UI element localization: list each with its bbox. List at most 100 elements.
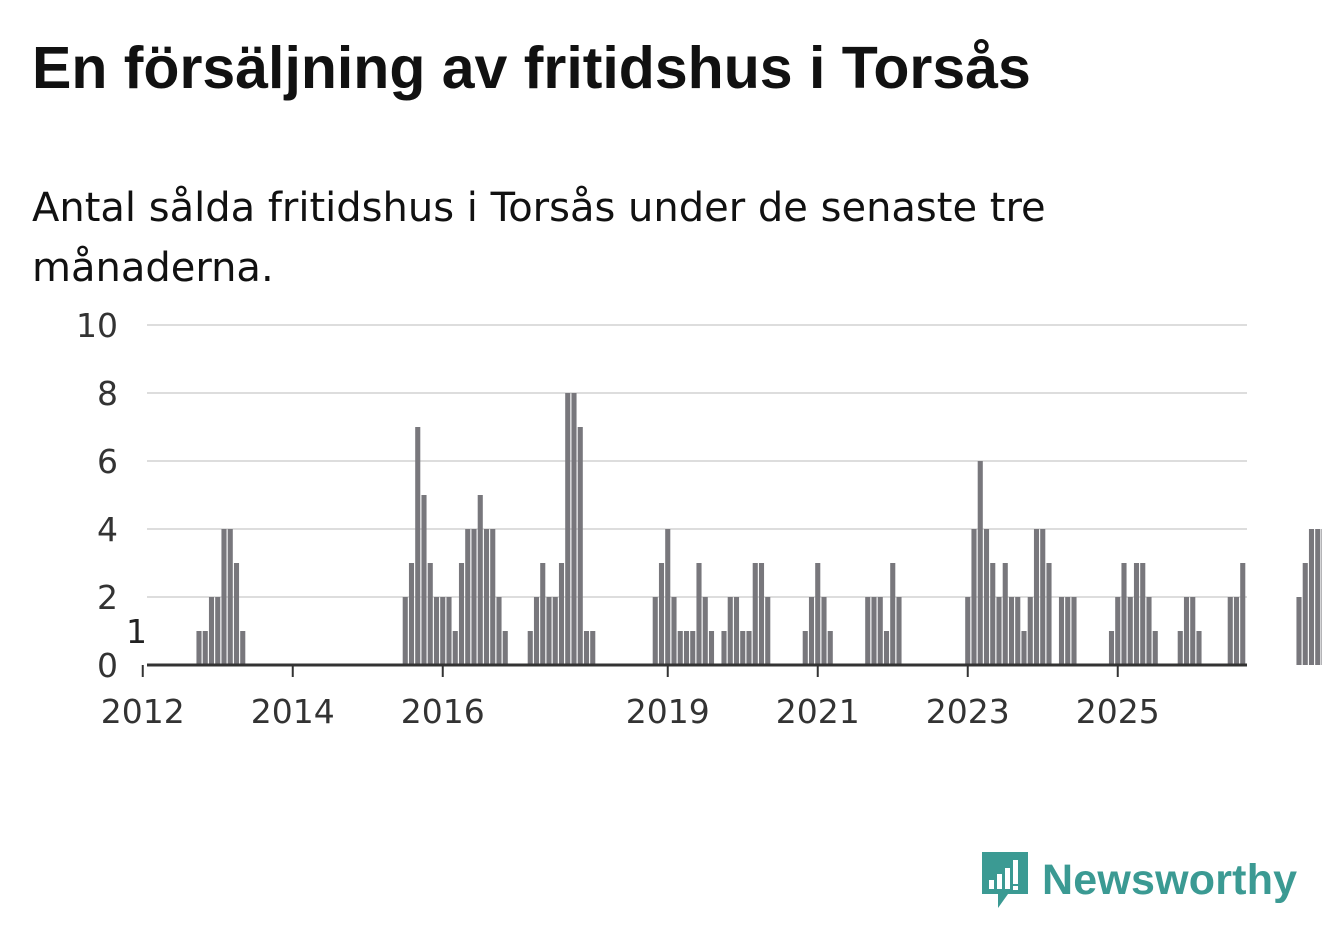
bar bbox=[1227, 597, 1233, 665]
bar bbox=[733, 597, 740, 665]
bar bbox=[1002, 563, 1008, 665]
bar bbox=[965, 597, 971, 665]
bar bbox=[990, 563, 996, 665]
bar bbox=[890, 563, 896, 665]
bar bbox=[1121, 563, 1127, 665]
bar bbox=[502, 631, 508, 665]
bar bbox=[677, 631, 683, 665]
bar-chart: 0 2 4 6 8 10 1 2012 2014 2016 2019 2021 2023 2025 bbox=[76, 306, 1322, 731]
bar bbox=[221, 529, 227, 665]
bar bbox=[671, 597, 677, 665]
bar bbox=[1071, 597, 1077, 665]
bar bbox=[690, 631, 696, 665]
bar bbox=[683, 631, 690, 665]
bar bbox=[490, 529, 496, 665]
y-tick-label: 8 bbox=[97, 374, 118, 413]
bar bbox=[802, 631, 808, 665]
y-tick-label: 2 bbox=[97, 578, 118, 617]
bar bbox=[1046, 563, 1052, 665]
bar bbox=[696, 563, 702, 665]
bar bbox=[233, 563, 240, 665]
bar bbox=[1115, 597, 1121, 665]
bar bbox=[665, 529, 671, 665]
x-tick-label: 2019 bbox=[626, 692, 710, 731]
bar bbox=[446, 597, 452, 665]
bar bbox=[465, 529, 471, 665]
bar bbox=[402, 597, 408, 665]
bar bbox=[477, 495, 483, 665]
bar bbox=[408, 563, 415, 665]
bar bbox=[1127, 597, 1133, 665]
bar bbox=[1296, 597, 1302, 665]
bar bbox=[883, 631, 890, 665]
bar bbox=[977, 461, 983, 665]
bar bbox=[827, 631, 833, 665]
bar bbox=[1015, 597, 1021, 665]
bar bbox=[808, 597, 815, 665]
bar bbox=[540, 563, 546, 665]
bar bbox=[483, 529, 490, 665]
bar bbox=[746, 631, 752, 665]
bar bbox=[1315, 529, 1321, 665]
chart-title: En försäljning av fritidshus i Torsås bbox=[32, 35, 1031, 101]
bar bbox=[721, 631, 727, 665]
bar bbox=[865, 597, 871, 665]
bar bbox=[1233, 597, 1240, 665]
y-tick-label: 0 bbox=[97, 646, 118, 685]
bar bbox=[652, 597, 658, 665]
y-tick-label: 6 bbox=[97, 442, 118, 481]
bar bbox=[440, 597, 446, 665]
bar bbox=[1008, 597, 1015, 665]
bar bbox=[471, 529, 477, 665]
bar bbox=[1058, 597, 1065, 665]
x-tick-label: 2021 bbox=[776, 692, 860, 731]
bar bbox=[1196, 631, 1202, 665]
x-tick-label: 2012 bbox=[101, 692, 185, 731]
bar bbox=[565, 393, 571, 665]
bar bbox=[983, 529, 990, 665]
bar bbox=[727, 597, 733, 665]
bar bbox=[240, 631, 246, 665]
bar bbox=[821, 597, 827, 665]
bar bbox=[815, 563, 821, 665]
bar bbox=[1183, 597, 1190, 665]
bar bbox=[752, 563, 758, 665]
bar bbox=[1033, 529, 1040, 665]
newsworthy-brand: Newsworthy bbox=[980, 850, 1297, 910]
x-tick-label: 2023 bbox=[926, 692, 1010, 731]
y-tick-label: 10 bbox=[76, 306, 118, 345]
bar bbox=[1177, 631, 1183, 665]
bar bbox=[415, 427, 421, 665]
bar bbox=[533, 597, 540, 665]
bar bbox=[740, 631, 746, 665]
highlight-value-label: 1 bbox=[126, 612, 147, 651]
bar bbox=[208, 597, 215, 665]
bar bbox=[433, 597, 440, 665]
bar bbox=[896, 597, 902, 665]
bar bbox=[452, 631, 458, 665]
bar bbox=[1040, 529, 1046, 665]
bar bbox=[1108, 631, 1115, 665]
bar bbox=[527, 631, 533, 665]
bar bbox=[571, 393, 577, 665]
bar bbox=[583, 631, 590, 665]
bar bbox=[1240, 563, 1246, 665]
bar bbox=[765, 597, 771, 665]
bar bbox=[1302, 563, 1308, 665]
brand-name: Newsworthy bbox=[1042, 855, 1298, 904]
bar bbox=[496, 597, 502, 665]
x-tick-label: 2016 bbox=[401, 692, 485, 731]
bar bbox=[590, 631, 596, 665]
bar bbox=[558, 563, 565, 665]
bar bbox=[971, 529, 977, 665]
y-tick-label: 4 bbox=[97, 510, 118, 549]
bar bbox=[215, 597, 221, 665]
bar bbox=[1021, 631, 1027, 665]
bar bbox=[577, 427, 583, 665]
bar bbox=[702, 597, 708, 665]
bar bbox=[421, 495, 427, 665]
bar bbox=[1190, 597, 1196, 665]
bar bbox=[1027, 597, 1033, 665]
bar bbox=[877, 597, 883, 665]
bar bbox=[1308, 529, 1315, 665]
